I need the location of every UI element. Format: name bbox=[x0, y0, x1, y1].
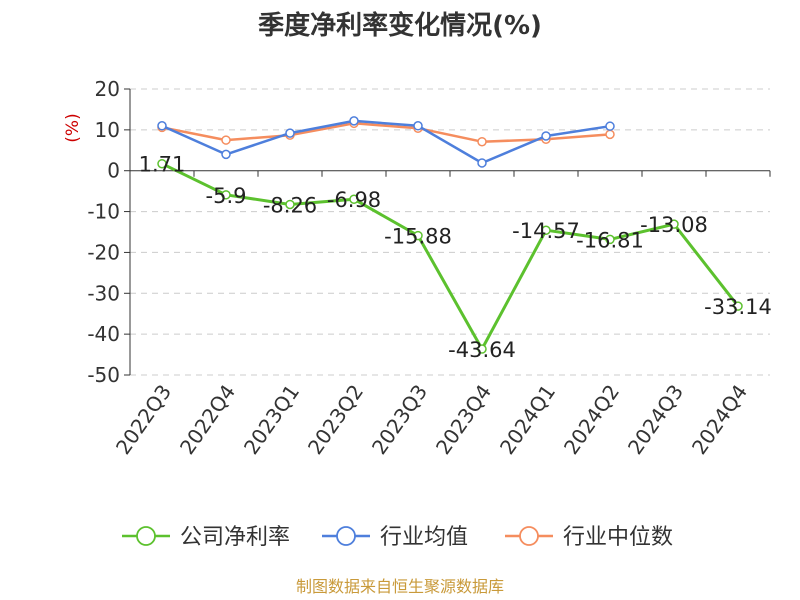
data-point bbox=[541, 131, 551, 141]
data-point bbox=[733, 301, 743, 311]
legend-label: 公司净利率 bbox=[180, 525, 290, 550]
x-tick-label: 2023Q4 bbox=[431, 380, 496, 459]
series-line-0 bbox=[161, 162, 740, 351]
data-point bbox=[541, 225, 551, 235]
x-tick-label: 2024Q4 bbox=[687, 380, 752, 459]
data-point bbox=[349, 194, 359, 204]
data-label: -6.98 bbox=[327, 188, 381, 212]
y-tick-label: -50 bbox=[87, 363, 120, 387]
x-tick-label: 2024Q1 bbox=[495, 380, 560, 459]
data-point bbox=[605, 121, 615, 131]
legend-label: 行业中位数 bbox=[563, 525, 673, 550]
data-label: -16.81 bbox=[576, 228, 644, 252]
y-tick-label: 10 bbox=[95, 118, 120, 142]
grid-lines bbox=[130, 88, 770, 376]
data-point bbox=[221, 135, 231, 145]
series-group bbox=[157, 116, 743, 354]
data-label: -15.88 bbox=[384, 225, 452, 249]
data-point bbox=[157, 121, 167, 131]
y-tick-label: -40 bbox=[87, 322, 120, 346]
legend-marker bbox=[519, 526, 539, 546]
y-tick-label: 0 bbox=[107, 159, 120, 183]
data-labels: 1.71 -5.9 -8.26 -6.98-15.88 -43.64 -14.57-16.… bbox=[139, 153, 772, 362]
x-tick-label: 2023Q1 bbox=[239, 380, 304, 459]
data-point bbox=[477, 158, 487, 168]
data-point bbox=[285, 128, 295, 138]
data-point bbox=[157, 158, 167, 169]
x-tick-label: 2022Q3 bbox=[111, 380, 176, 459]
data-label: 1.71 bbox=[139, 153, 186, 177]
x-tick-label: 2024Q3 bbox=[623, 380, 688, 459]
x-tick-label: 2024Q2 bbox=[559, 380, 624, 459]
data-point bbox=[349, 116, 359, 126]
y-tick-label: -30 bbox=[87, 281, 120, 305]
data-label: -14.57 bbox=[512, 219, 580, 243]
data-point bbox=[477, 136, 487, 147]
data-point bbox=[605, 234, 615, 245]
data-point bbox=[413, 230, 423, 241]
x-tick-label: 2023Q3 bbox=[367, 380, 432, 459]
legend-label: 行业均值 bbox=[380, 525, 468, 550]
legend-marker bbox=[336, 526, 356, 546]
data-point bbox=[605, 129, 615, 140]
y-tick-label: 20 bbox=[95, 77, 120, 101]
data-point bbox=[221, 190, 231, 200]
axes bbox=[124, 88, 771, 376]
data-point bbox=[285, 199, 295, 210]
legend-item: 行业中位数 bbox=[505, 525, 673, 550]
data-label: -33.14 bbox=[704, 295, 772, 319]
y-axis-label: (%) bbox=[63, 113, 83, 142]
data-label: -43.64 bbox=[448, 338, 516, 362]
data-label: -13.08 bbox=[640, 213, 708, 237]
series-line-1 bbox=[161, 119, 611, 165]
legend-marker bbox=[136, 526, 156, 546]
data-point bbox=[221, 149, 231, 160]
y-tick-label: -10 bbox=[87, 200, 120, 224]
legend-item: 行业均值 bbox=[322, 525, 468, 550]
data-label: -5.9 bbox=[206, 184, 247, 208]
data-point bbox=[669, 219, 679, 229]
y-tick-label: -20 bbox=[87, 240, 120, 264]
chart-title: 季度净利率变化情况(%) bbox=[258, 10, 542, 41]
legend-item: 公司净利率 bbox=[122, 525, 290, 550]
data-label: -8.26 bbox=[263, 193, 317, 217]
legend: 公司净利率 行业均值 行业中位数 bbox=[122, 525, 673, 550]
x-tick-label: 2022Q4 bbox=[175, 380, 240, 459]
x-tick-labels: 2022Q32022Q42023Q12023Q22023Q32023Q42024… bbox=[111, 380, 752, 459]
x-tick-label: 2023Q2 bbox=[303, 380, 368, 459]
source-note: 制图数据来自恒生聚源数据库 bbox=[296, 577, 504, 596]
data-point bbox=[413, 121, 423, 131]
data-point bbox=[477, 344, 487, 354]
y-tick-labels: 20 10 0 -10 -20 -30 -40 -50 bbox=[87, 77, 120, 387]
